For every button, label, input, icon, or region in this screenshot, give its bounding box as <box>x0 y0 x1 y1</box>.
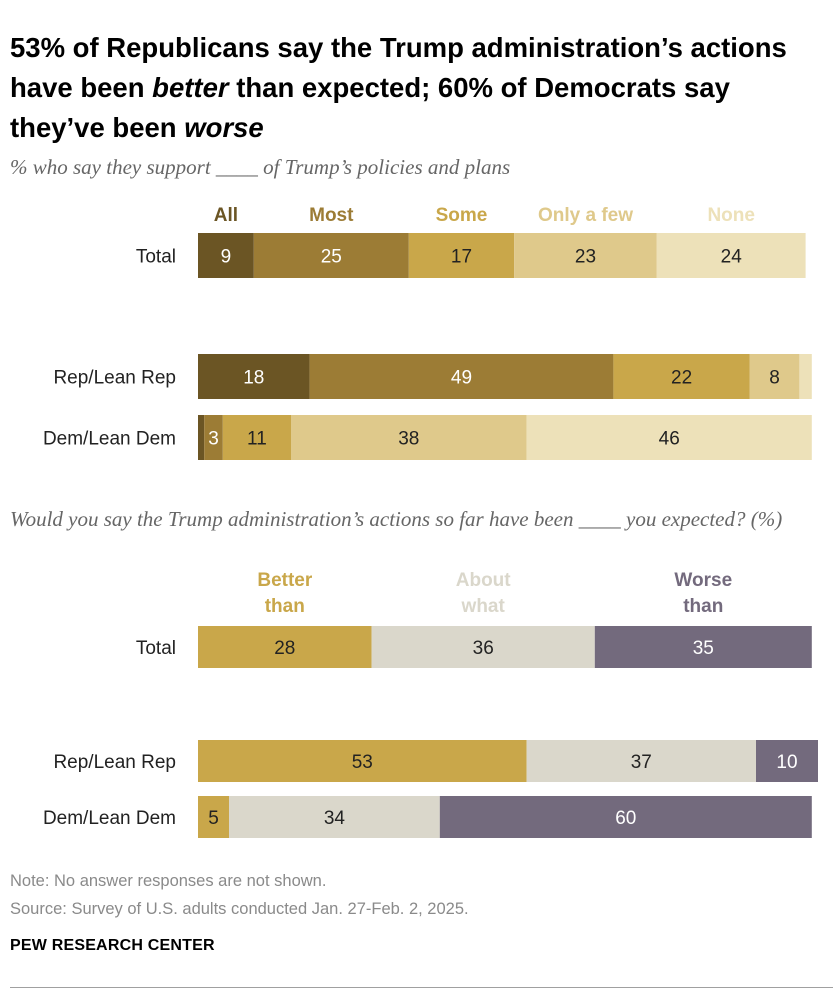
chart1-data-label: 38 <box>398 429 419 450</box>
chart1-bar-segment <box>222 415 291 460</box>
chart1-data-label: 49 <box>451 368 472 389</box>
chart1-legend-most: Most <box>309 205 354 226</box>
chart2-subtitle: Would you say the Trump administration’s… <box>10 507 783 531</box>
source-text: Source: Survey of U.S. adults conducted … <box>10 900 469 918</box>
chart1-data-label: 24 <box>721 247 743 268</box>
title-part-2: than expected; 60% of Democrats say they… <box>10 72 730 143</box>
support-policies-chart: All Most Some Only a few None Total 9 25 17 23 24 R… <box>43 205 812 460</box>
chart1-bar-segment <box>198 415 205 460</box>
chart1-bar-segment <box>408 233 515 278</box>
bottom-divider <box>10 987 833 988</box>
chart2-legend-worse-than-line1: than <box>683 596 723 617</box>
chart1-bar-segment <box>799 354 812 399</box>
chart2-data-label: 53 <box>352 752 373 773</box>
chart1-category-label: Dem/Lean Dem <box>43 429 176 450</box>
chart1-bar-segment <box>526 415 812 460</box>
chart2-data-label: 5 <box>208 808 219 829</box>
chart2-legend-about-what-line0: About <box>456 570 512 591</box>
chart1-data-label: 18 <box>243 368 264 389</box>
title-part-3: worse <box>184 112 264 143</box>
chart1-bar-segment <box>198 233 254 278</box>
chart2-bar-segment <box>229 796 440 838</box>
title-part-1: better <box>152 72 229 103</box>
chart2-category-label: Rep/Lean Rep <box>53 752 176 773</box>
note-text: Note: No answer responses are not shown. <box>10 872 327 890</box>
chart2-data-label: 60 <box>615 808 636 829</box>
chart1-bar-segment <box>309 354 614 399</box>
chart2-bar-segment <box>198 626 372 668</box>
chart1-subtitle: % who say they support ____ of Trump’s p… <box>10 155 511 179</box>
chart1-bar-segment <box>198 354 310 399</box>
chart2-legend-better-than-line1: than <box>265 596 305 617</box>
chart2-data-label: 35 <box>693 638 714 659</box>
chart1-data-label: 17 <box>451 247 472 268</box>
chart1-data-label: 46 <box>659 429 680 450</box>
chart2-bar-segment <box>439 796 812 838</box>
chart1-legend-only-a-few: Only a few <box>538 205 633 226</box>
chart1-category-label: Rep/Lean Rep <box>53 368 176 389</box>
chart1-legend-some: Some <box>436 205 488 226</box>
chart2-bar-segment <box>526 740 756 782</box>
chart2-data-label: 34 <box>324 808 346 829</box>
chart1-data-label: 25 <box>321 247 342 268</box>
chart1-bar-segment <box>253 233 409 278</box>
chart2-data-label: 37 <box>631 752 652 773</box>
chart1-bar-segment <box>291 415 527 460</box>
chart2-legend-better-than-line0: Better <box>257 570 313 591</box>
chart1-data-label: 9 <box>221 247 232 268</box>
title-part-0: 53% of Republicans say the Trump adminis… <box>10 32 787 103</box>
chart2-bar-segment <box>198 796 229 838</box>
chart1-data-label: 3 <box>208 429 219 450</box>
chart1-bar-segment <box>749 354 800 399</box>
chart-title: 53% of Republicans say the Trump adminis… <box>10 28 830 148</box>
chart2-bar-segment <box>756 740 818 782</box>
chart2-data-label: 28 <box>274 638 295 659</box>
chart2-legend-about-what-line1: what <box>461 596 506 617</box>
chart1-data-label: 11 <box>247 429 267 450</box>
chart1-data-label: 8 <box>769 368 780 389</box>
chart2-legend-worse-than-line0: Worse <box>674 570 732 591</box>
chart2-category-label: Dem/Lean Dem <box>43 808 176 829</box>
chart1-bar-segment <box>656 233 806 278</box>
chart1-data-label: 23 <box>575 247 596 268</box>
chart1-category-label: Total <box>136 247 176 268</box>
actions-expectation-chart: Better than About what Worse than Total 28 36 35 R… <box>43 570 818 838</box>
chart1-data-label: 22 <box>671 368 692 389</box>
chart1-bar-segment <box>514 233 657 278</box>
chart1-legend-none: None <box>707 205 755 226</box>
chart2-bar-segment <box>371 626 595 668</box>
chart1-bar-segment <box>613 354 750 399</box>
chart1-legend-all: All <box>214 205 238 226</box>
chart2-data-label: 10 <box>776 752 797 773</box>
chart1-bar-segment <box>204 415 223 460</box>
chart2-category-label: Total <box>136 638 176 659</box>
brand-logo-text: PEW RESEARCH CENTER <box>10 937 215 954</box>
chart2-bar-segment <box>198 740 527 782</box>
chart2-data-label: 36 <box>473 638 494 659</box>
chart2-bar-segment <box>594 626 812 668</box>
